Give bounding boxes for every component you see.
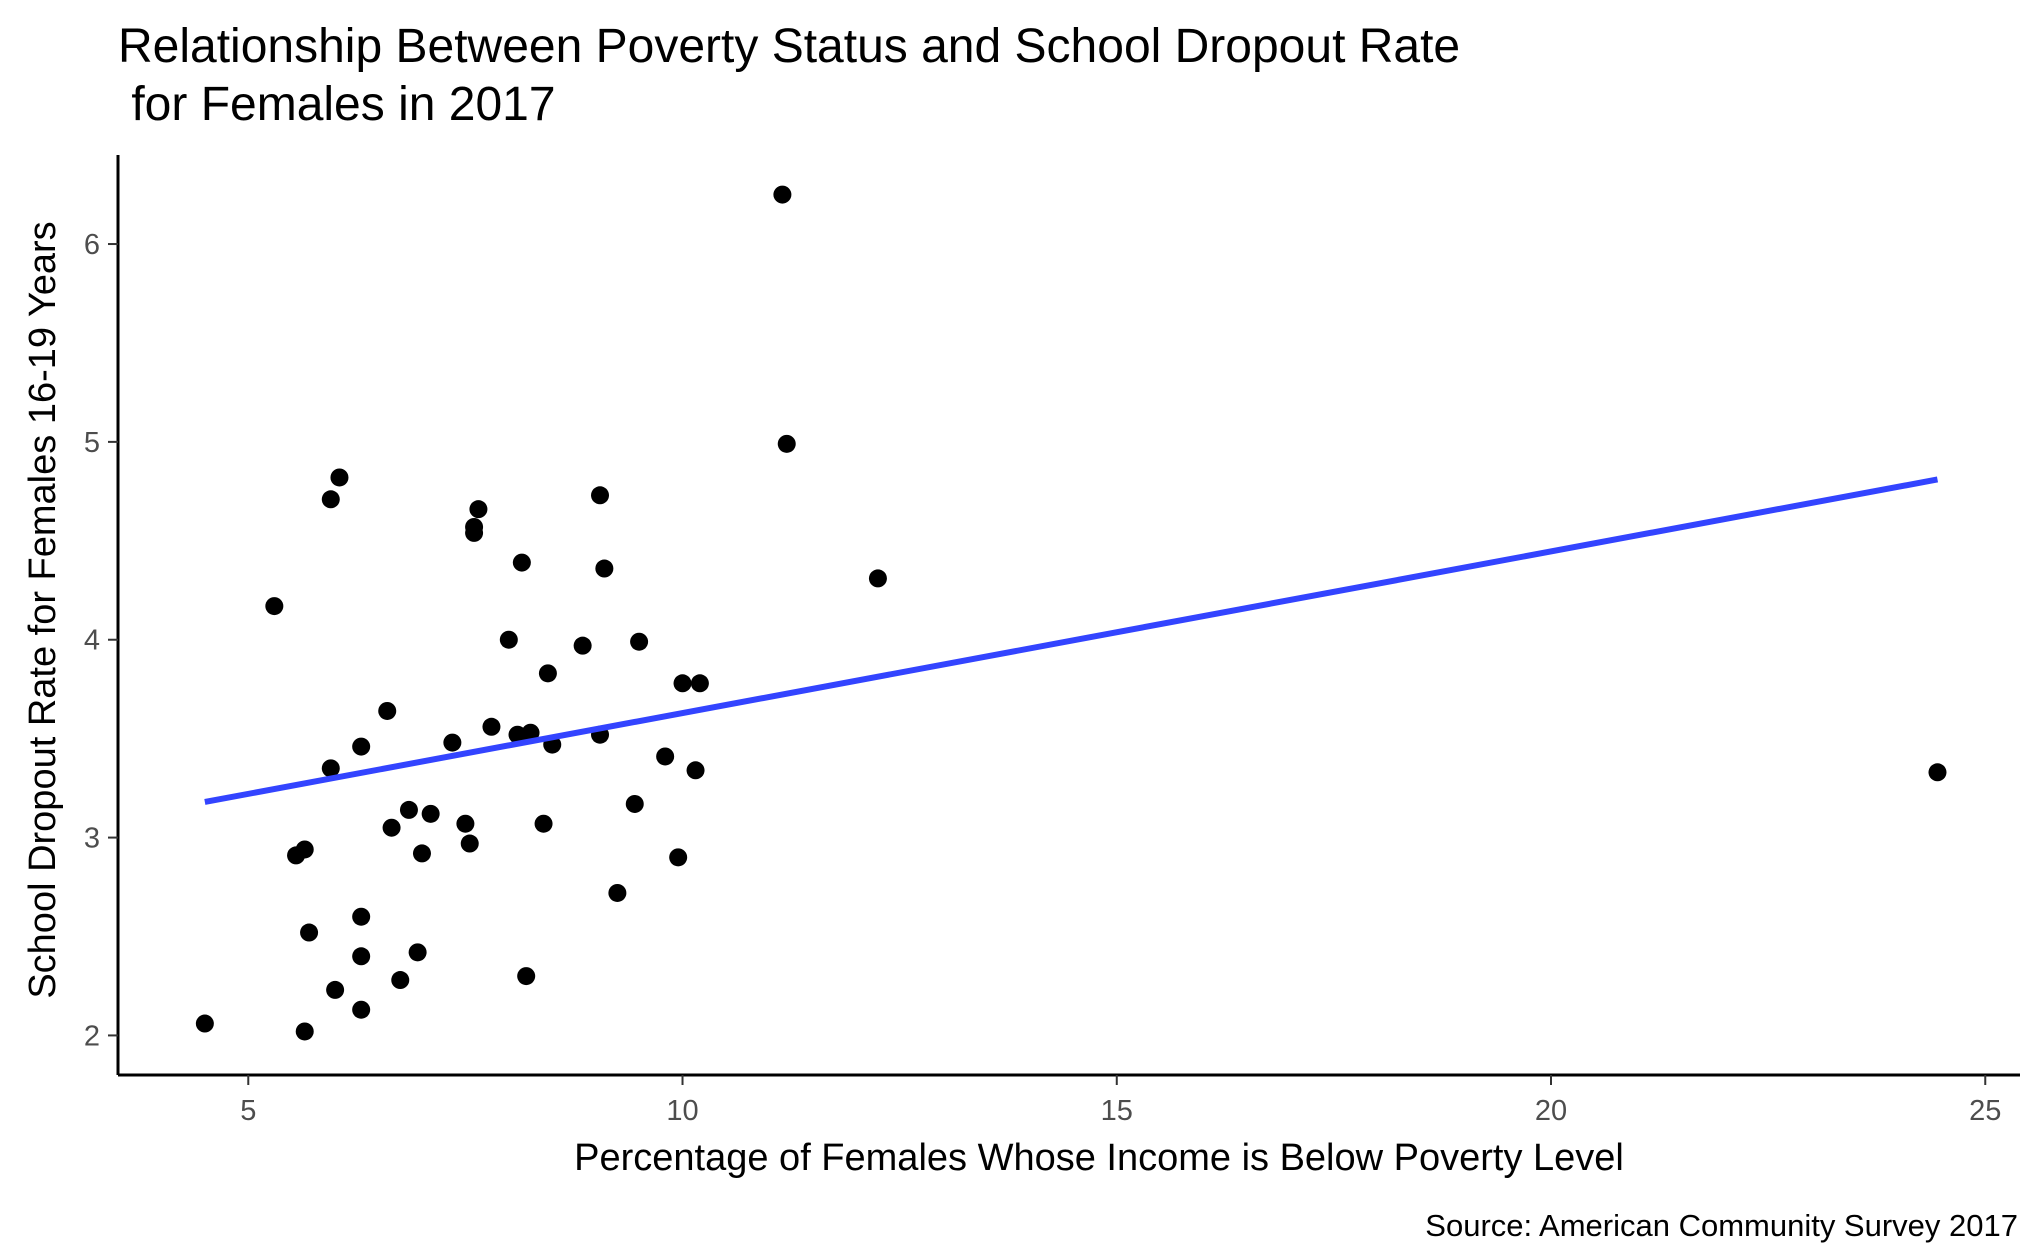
- y-tick-label: 5: [84, 427, 100, 459]
- chart-title: Relationship Between Poverty Status and …: [118, 20, 1461, 131]
- x-axis-ticks: 5 10 15 20 25: [240, 1075, 2001, 1127]
- data-point: [408, 943, 427, 962]
- x-axis-title: Percentage of Females Whose Income is Be…: [574, 1137, 1624, 1179]
- data-point: [625, 794, 644, 813]
- data-point: [399, 800, 418, 819]
- x-tick-label: 25: [1969, 1095, 2001, 1127]
- data-point: [295, 840, 314, 859]
- data-point: [295, 1022, 314, 1041]
- data-point: [382, 818, 401, 837]
- data-point: [195, 1014, 214, 1033]
- data-point: [521, 723, 540, 742]
- data-point: [352, 907, 371, 926]
- data-point: [352, 1000, 371, 1019]
- data-point: [773, 185, 792, 204]
- data-point: [443, 733, 462, 752]
- data-point: [321, 759, 340, 778]
- data-point: [595, 559, 614, 578]
- y-tick-label: 2: [84, 1020, 100, 1052]
- data-point: [499, 630, 518, 649]
- x-tick-label: 20: [1535, 1095, 1567, 1127]
- data-point: [469, 500, 488, 519]
- data-point: [330, 468, 349, 487]
- data-point: [421, 804, 440, 823]
- points-layer: [195, 185, 1947, 1041]
- data-point: [465, 523, 484, 542]
- data-point: [690, 674, 709, 693]
- data-point: [326, 980, 345, 999]
- data-point: [460, 834, 479, 853]
- data-point: [378, 701, 397, 720]
- x-tick-label: 5: [240, 1095, 256, 1127]
- trend-line: [204, 476, 1939, 805]
- data-point: [868, 569, 887, 588]
- source-caption: Source: American Community Survey 2017: [1425, 1208, 2018, 1243]
- data-point: [686, 761, 705, 780]
- data-point: [512, 553, 531, 572]
- data-point: [534, 814, 553, 833]
- data-point: [391, 971, 410, 990]
- data-point: [517, 967, 536, 986]
- x-tick-label: 10: [666, 1095, 698, 1127]
- data-point: [608, 883, 627, 902]
- y-axis-title: School Dropout Rate for Females 16-19 Ye…: [22, 221, 64, 998]
- y-tick-label: 3: [84, 823, 100, 855]
- data-point: [456, 814, 475, 833]
- data-point: [300, 923, 319, 942]
- y-axis-ticks: 2 3 4 5 6: [84, 229, 118, 1052]
- data-point: [656, 747, 675, 766]
- data-point: [573, 636, 592, 655]
- data-point: [265, 597, 284, 616]
- data-point: [321, 490, 340, 509]
- data-point: [1928, 763, 1947, 782]
- data-point: [777, 434, 796, 453]
- data-point: [352, 947, 371, 966]
- data-point: [352, 737, 371, 756]
- y-tick-label: 4: [84, 625, 100, 657]
- data-point: [482, 717, 501, 736]
- data-point: [591, 486, 610, 505]
- x-tick-label: 15: [1101, 1095, 1133, 1127]
- data-point: [630, 632, 649, 651]
- data-point: [412, 844, 431, 863]
- data-point: [669, 848, 688, 867]
- y-tick-label: 6: [84, 229, 100, 261]
- data-point: [673, 674, 692, 693]
- data-point: [538, 664, 557, 683]
